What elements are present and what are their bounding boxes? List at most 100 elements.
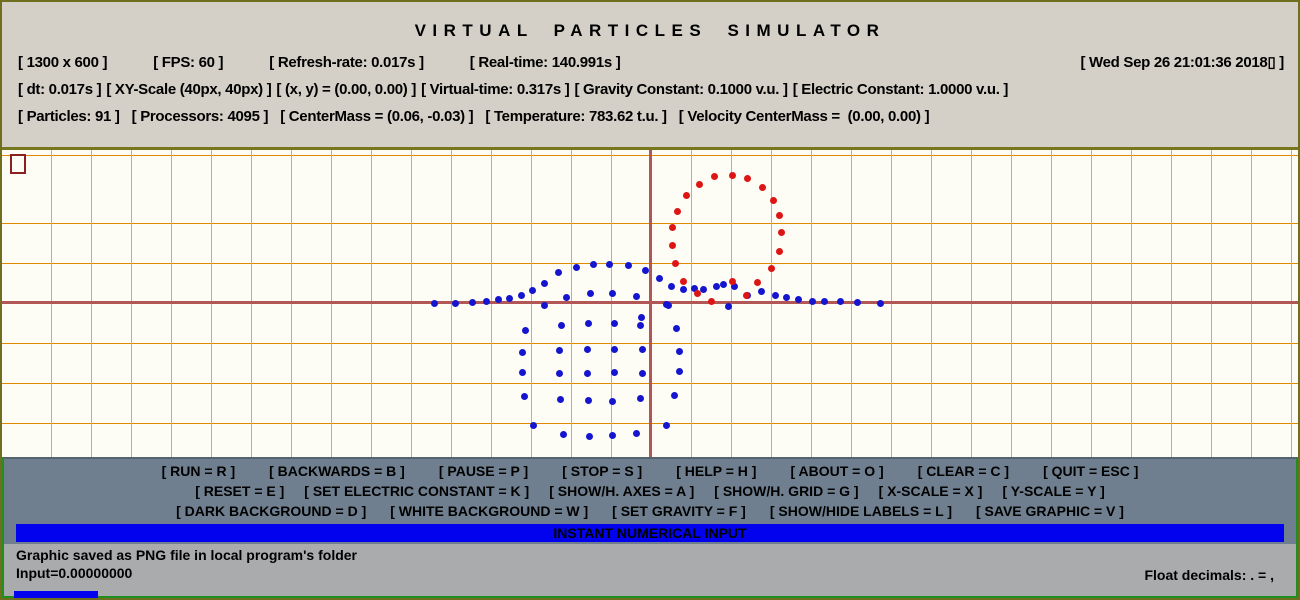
particle-dot-red <box>776 212 783 219</box>
command-shortcut-label: [ WHITE BACKGROUND = W ] <box>390 503 589 519</box>
particle-dot-blue <box>633 293 640 300</box>
particle-dot-blue <box>720 281 727 288</box>
header-status-row-1: [ 1300 x 600 ] [ FPS: 60 ] [ Refresh-rate:… <box>2 53 1298 72</box>
particle-dot-blue <box>772 292 779 299</box>
command-row-3: [ DARK BACKGROUND = D ] [ WHITE BACKGROUN… <box>4 503 1296 519</box>
particle-dot-blue <box>625 262 632 269</box>
particle-dot-blue <box>673 325 680 332</box>
particle-dot-blue <box>691 285 698 292</box>
particle-dot-red <box>770 197 777 204</box>
particle-dot-blue <box>656 275 663 282</box>
particle-dot-blue <box>638 314 645 321</box>
particle-dot-blue <box>556 347 563 354</box>
particle-dot-blue <box>584 346 591 353</box>
particle-dot-blue <box>609 398 616 405</box>
header-status-item: [ Gravity Constant: 0.1000 v.u. ] <box>574 81 788 98</box>
particle-dot-blue <box>877 300 884 307</box>
particle-dot-red <box>708 298 715 305</box>
command-shortcut-label: [ RESET = E ] <box>195 483 285 499</box>
particle-dot-red <box>744 175 751 182</box>
footer-panel: [ RUN = R ] [ BACKWARDS = B ] [ PAUSE = P … <box>2 457 1298 598</box>
particle-dot-blue <box>606 261 613 268</box>
header-status-row-3: [ Particles: 91 ] [ Processors: 4095 ] [ C… <box>2 108 1298 125</box>
command-shortcut-label: [ RUN = R ] <box>161 463 236 479</box>
particle-dot-blue <box>637 395 644 402</box>
command-shortcut-label: [ SHOW/HIDE LABELS = L ] <box>769 503 952 519</box>
command-shortcut-label: [ SAVE GRAPHIC = V ] <box>975 503 1124 519</box>
particle-dot-blue <box>837 298 844 305</box>
particle-dot-red <box>776 248 783 255</box>
command-row-2: [ RESET = E ] [ SET ELECTRIC CONSTANT = K… <box>4 483 1296 499</box>
particle-dot-blue <box>495 296 502 303</box>
particle-dot-blue <box>611 369 618 376</box>
particle-dot-red <box>674 208 681 215</box>
particle-dot-red <box>672 260 679 267</box>
command-shortcut-label: [ STOP = S ] <box>562 463 643 479</box>
particle-dot-blue <box>590 261 597 268</box>
plot-area[interactable] <box>2 147 1298 458</box>
command-shortcut-label: [ DARK BACKGROUND = D ] <box>176 503 367 519</box>
particle-dot-blue <box>668 283 675 290</box>
header-status-item: [ Real-time: 140.991s ] <box>469 53 621 71</box>
particle-dot-blue <box>558 322 565 329</box>
particle-dot-blue <box>611 320 618 327</box>
particle-dot-blue <box>585 397 592 404</box>
particle-dot-red <box>729 172 736 179</box>
app-title: VIRTUAL PARTICLES SIMULATOR <box>414 21 886 40</box>
command-shortcut-label: [ Y-SCALE = Y ] <box>1002 483 1105 499</box>
particle-dot-blue <box>795 296 802 303</box>
particle-dot-blue <box>519 349 526 356</box>
numeric-input-value[interactable]: Input=0.00000000 <box>16 565 133 581</box>
particle-dot-red <box>696 181 703 188</box>
header-status-item: [ Processors: 4095 ] <box>131 108 269 125</box>
particle-dot-red <box>729 278 736 285</box>
unit-square-marker <box>10 154 26 174</box>
clock-datetime: [ Wed Sep 26 21:01:36 2018▯ ] <box>1080 54 1284 71</box>
particle-dot-red <box>669 224 676 231</box>
command-shortcut-label: [ SET ELECTRIC CONSTANT = K ] <box>304 483 530 499</box>
header-status-item: [ (x, y) = (0.00, 0.00) ] <box>276 81 417 98</box>
particle-dot-red <box>778 229 785 236</box>
header-status-item: [ Refresh-rate: 0.017s ] <box>269 53 424 71</box>
command-shortcut-label: [ SET GRAVITY = F ] <box>612 503 746 519</box>
particle-dot-blue <box>469 299 476 306</box>
particle-dot-blue <box>522 327 529 334</box>
particle-dot-blue <box>541 302 548 309</box>
particle-dot-blue <box>556 370 563 377</box>
status-message: Graphic saved as PNG file in local progr… <box>16 547 357 563</box>
particle-dot-blue <box>713 283 720 290</box>
particle-dot-red <box>754 279 761 286</box>
header-row1-items: [ 1300 x 600 ] [ FPS: 60 ] [ Refresh-rate:… <box>18 53 621 71</box>
particle-dot-blue <box>609 432 616 439</box>
particle-dot-blue <box>529 287 536 294</box>
instant-numerical-input-label: INSTANT NUMERICAL INPUT <box>553 525 747 541</box>
particle-dot-blue <box>637 322 644 329</box>
particle-dot-blue <box>557 396 564 403</box>
particle-dot-blue <box>530 422 537 429</box>
header-status-item: [ 1300 x 600 ] <box>18 53 108 71</box>
particle-dot-red <box>669 242 676 249</box>
instant-numerical-input-banner[interactable]: INSTANT NUMERICAL INPUT <box>16 524 1284 542</box>
particle-dot-red <box>683 192 690 199</box>
command-shortcut-label: [ ABOUT = O ] <box>790 463 884 479</box>
command-shortcut-label: [ SHOW/H. GRID = G ] <box>714 483 859 499</box>
header-status-row-2: [ dt: 0.017s ][ XY-Scale (40px, 40px) ][… <box>2 81 1298 98</box>
command-shortcut-label: [ PAUSE = P ] <box>438 463 529 479</box>
header-status-item: [ Velocity CenterMass = (0.00, 0.00) ] <box>678 108 930 125</box>
particle-dot-red <box>743 292 750 299</box>
particle-dot-blue <box>521 393 528 400</box>
command-row-1: [ RUN = R ] [ BACKWARDS = B ] [ PAUSE = P … <box>4 463 1296 479</box>
header-status-item: [ dt: 0.017s ] <box>18 81 102 98</box>
particle-dot-blue <box>665 302 672 309</box>
command-shortcut-label: [ CLEAR = C ] <box>917 463 1010 479</box>
header-status-item: [ Virtual-time: 0.317s ] <box>421 81 570 98</box>
particle-dot-red <box>711 173 718 180</box>
bottom-left-blue-strip <box>14 591 98 598</box>
command-shortcut-label: [ BACKWARDS = B ] <box>269 463 405 479</box>
particle-dot-blue <box>609 290 616 297</box>
particle-dot-blue <box>611 346 618 353</box>
particle-dot-blue <box>585 320 592 327</box>
particle-dot-blue <box>821 298 828 305</box>
particle-dot-blue <box>584 370 591 377</box>
